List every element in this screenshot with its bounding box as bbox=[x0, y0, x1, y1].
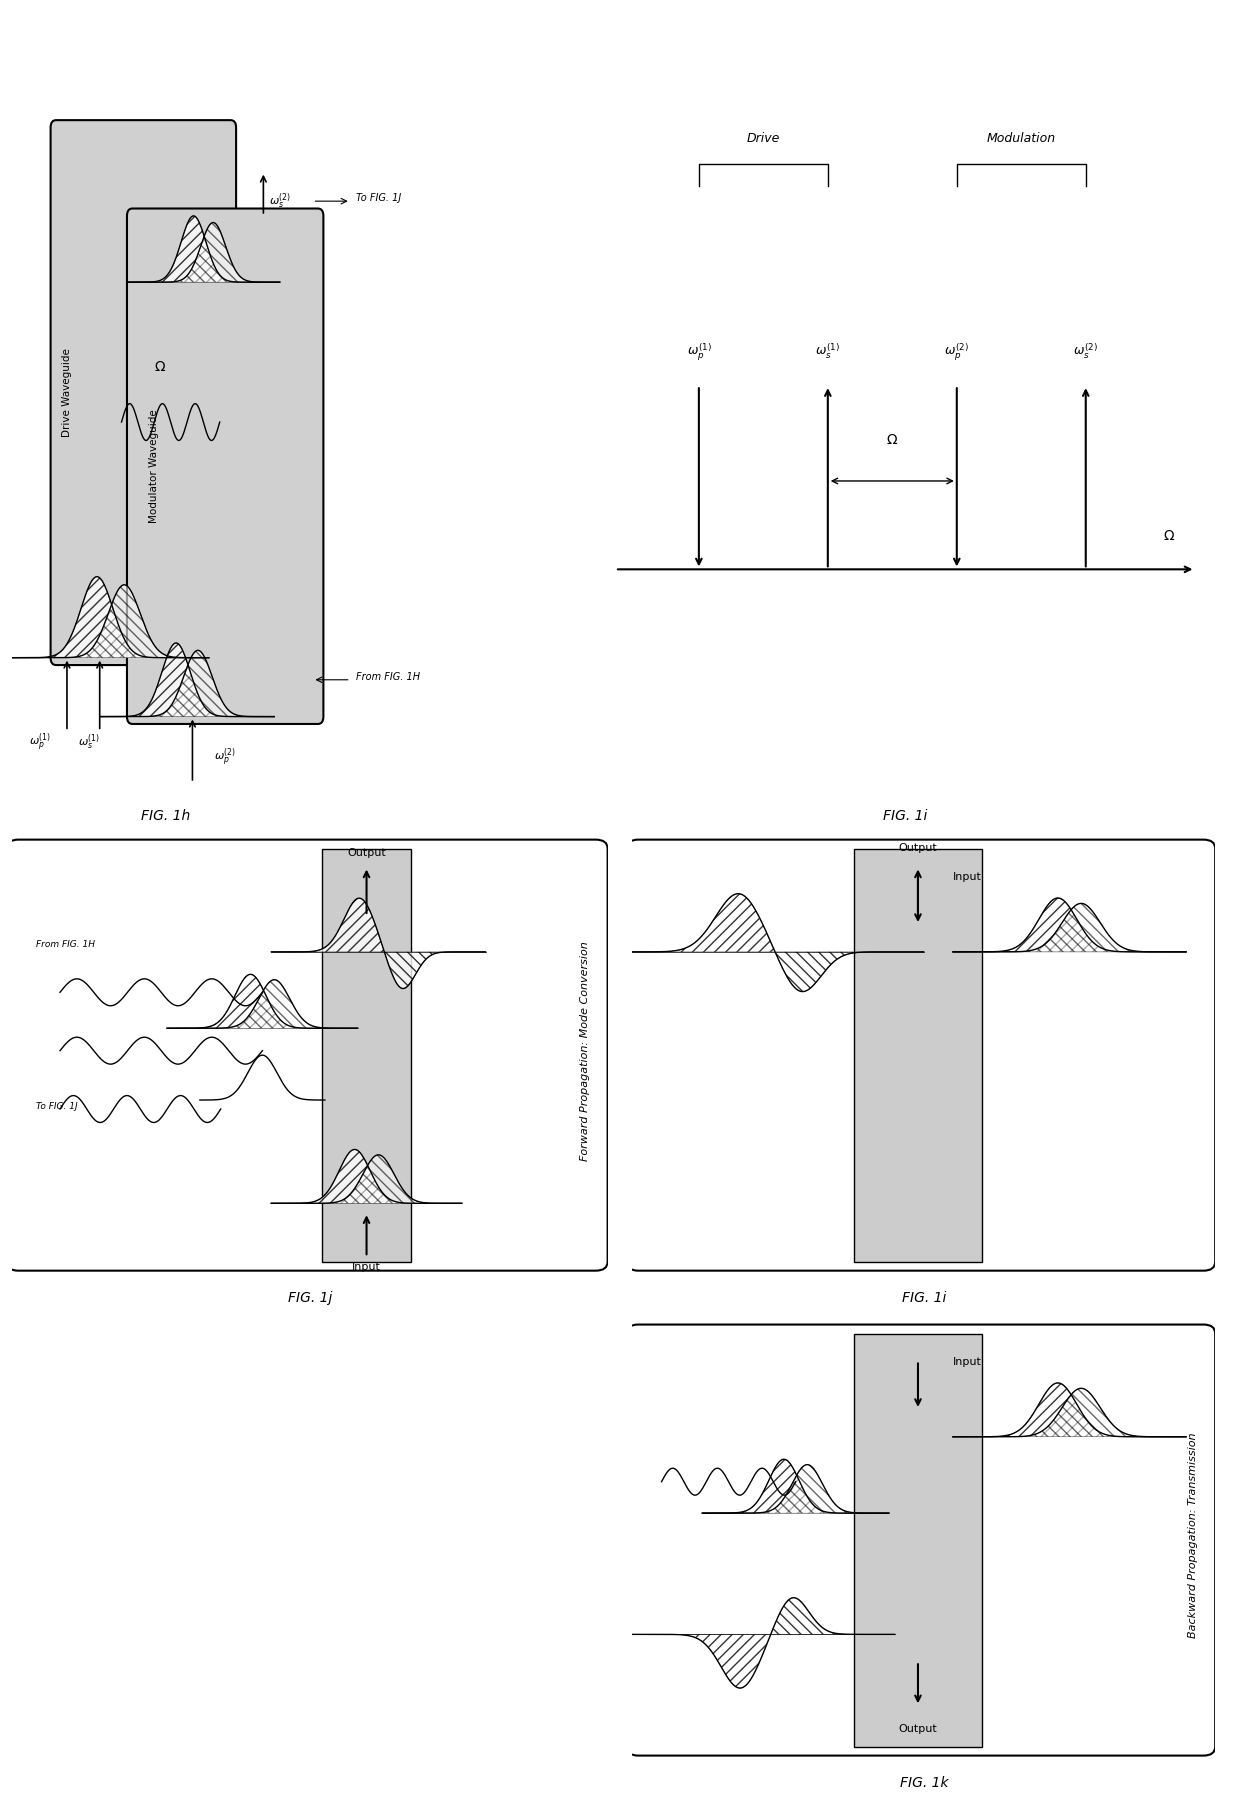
Text: To FIG. 1J: To FIG. 1J bbox=[356, 194, 402, 203]
Text: Backward Propagation: Transmission: Backward Propagation: Transmission bbox=[1188, 1433, 1198, 1638]
Text: Forward Propagation: Mode Conversion: Forward Propagation: Mode Conversion bbox=[580, 941, 590, 1160]
FancyBboxPatch shape bbox=[51, 120, 236, 665]
Text: $\Omega$: $\Omega$ bbox=[887, 433, 898, 447]
Text: $\Omega$: $\Omega$ bbox=[1163, 528, 1176, 542]
Text: Input: Input bbox=[352, 1263, 381, 1272]
FancyBboxPatch shape bbox=[6, 839, 608, 1272]
Text: $\omega_p^{(1)}$: $\omega_p^{(1)}$ bbox=[29, 733, 51, 754]
Bar bbox=[854, 1333, 982, 1746]
Text: $\omega_p^{(2)}$: $\omega_p^{(2)}$ bbox=[945, 341, 970, 363]
Text: $\omega_p^{(1)}$: $\omega_p^{(1)}$ bbox=[687, 341, 712, 363]
Text: From FIG. 1H: From FIG. 1H bbox=[36, 941, 95, 950]
Text: Input: Input bbox=[954, 873, 982, 882]
Bar bbox=[322, 848, 412, 1263]
Bar bbox=[854, 848, 982, 1263]
Text: Modulation: Modulation bbox=[987, 133, 1055, 145]
Text: $\omega_p^{(2)}$: $\omega_p^{(2)}$ bbox=[215, 747, 237, 769]
Text: Drive Waveguide: Drive Waveguide bbox=[62, 348, 72, 436]
Text: $\omega_s^{(1)}$: $\omega_s^{(1)}$ bbox=[78, 733, 100, 753]
Text: $\omega_s^{(2)}$: $\omega_s^{(2)}$ bbox=[269, 192, 291, 210]
Text: To FIG. 1J: To FIG. 1J bbox=[36, 1103, 78, 1112]
Text: FIG. 1j: FIG. 1j bbox=[288, 1291, 332, 1306]
Text: From FIG. 1H: From FIG. 1H bbox=[356, 672, 420, 682]
FancyBboxPatch shape bbox=[126, 208, 324, 724]
Text: Input: Input bbox=[954, 1358, 982, 1367]
Text: $\omega_s^{(2)}$: $\omega_s^{(2)}$ bbox=[1074, 341, 1099, 361]
Text: FIG. 1i: FIG. 1i bbox=[883, 808, 928, 823]
Text: Drive: Drive bbox=[746, 133, 780, 145]
Text: FIG. 1i: FIG. 1i bbox=[901, 1291, 946, 1306]
Text: $\omega_s^{(1)}$: $\omega_s^{(1)}$ bbox=[816, 341, 841, 361]
Text: FIG. 1k: FIG. 1k bbox=[899, 1776, 949, 1791]
FancyBboxPatch shape bbox=[626, 839, 1215, 1272]
Text: $\Omega$: $\Omega$ bbox=[154, 359, 166, 374]
Text: Output: Output bbox=[899, 842, 937, 853]
FancyBboxPatch shape bbox=[626, 1325, 1215, 1756]
Text: Modulator Waveguide: Modulator Waveguide bbox=[149, 409, 159, 523]
Text: Output: Output bbox=[347, 848, 386, 857]
Text: FIG. 1h: FIG. 1h bbox=[140, 808, 190, 823]
Text: Output: Output bbox=[899, 1724, 937, 1735]
